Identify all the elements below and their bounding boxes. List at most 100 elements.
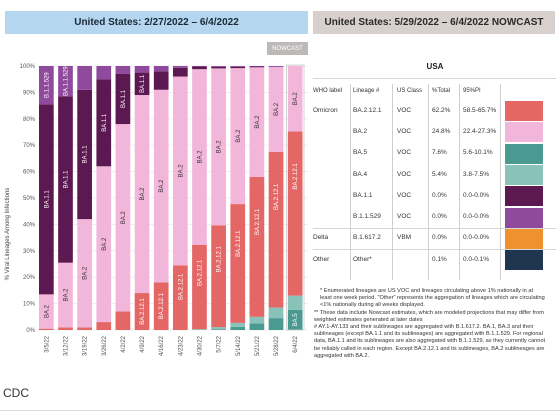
bar-segment <box>230 66 246 69</box>
col-head-class: US Class <box>397 88 423 94</box>
bar-segment <box>211 329 226 330</box>
lineage-color-swatch <box>505 228 543 249</box>
y-tick-label: 10% <box>23 302 36 308</box>
table-divider <box>313 78 556 79</box>
bar-label: BA.2 <box>102 237 108 251</box>
bar-segment <box>211 68 226 226</box>
lineage-cell: BA.2 <box>353 127 368 135</box>
bar-segment <box>230 326 246 330</box>
lineage-color-swatch <box>505 143 543 164</box>
col-head-pct: %Total <box>432 88 451 94</box>
bar-segment <box>287 131 303 296</box>
bar-label: BA.2 <box>217 140 223 154</box>
bar-segment <box>58 262 73 328</box>
lineage-color-swatch <box>505 101 543 121</box>
column-divider <box>428 84 429 280</box>
bar-label: BA.1.1 <box>140 74 146 93</box>
bar-segment <box>134 95 150 294</box>
us-class-cell: VOC <box>397 213 412 221</box>
footnotes: * Enumerated lineages are US VOC and lin… <box>314 288 546 360</box>
bar-label: BA.2.12.1 <box>274 183 280 210</box>
bar-label: BA.1.1 <box>44 190 50 209</box>
x-tick-label: 4/2/22 <box>121 335 127 352</box>
bar-segment <box>134 72 150 96</box>
footnote-1: * Enumerated lineages are US VOC and lin… <box>320 288 545 309</box>
bar-label: BA.2.12.1 <box>293 163 299 190</box>
y-axis-label: % Viral Lineages Among Infections <box>5 188 11 281</box>
pi-cell: 5.6-10.1% <box>463 149 493 157</box>
bar-segment <box>39 104 54 295</box>
y-tick-label: 70% <box>23 143 36 149</box>
bar-label: BA.1.1 <box>83 145 89 164</box>
lineage-color-swatch <box>505 186 543 207</box>
who-label-cell: Omicron <box>313 106 338 114</box>
who-label-cell: Other <box>313 255 330 263</box>
bar-segment <box>153 89 169 283</box>
bar-segment <box>134 293 150 330</box>
bar-segment <box>58 66 73 97</box>
bar-label: BA.2 <box>83 266 89 280</box>
us-class-cell: VOC <box>397 191 412 199</box>
bar-label: BA.1.1 <box>63 170 69 189</box>
y-tick-label: 40% <box>23 222 36 228</box>
bar-segment <box>77 327 92 330</box>
bar-segment <box>211 66 226 67</box>
bar-label: BA.2 <box>159 179 165 193</box>
bar-segment <box>211 327 226 330</box>
bar-segment <box>96 166 112 323</box>
bar-segment <box>172 76 188 266</box>
bar-segment <box>192 244 207 330</box>
col-head-who: WHO label <box>313 88 343 94</box>
bar-segment <box>249 66 265 67</box>
bar-label: BA.2 <box>197 150 203 164</box>
bar-label: BA.2 <box>274 102 280 116</box>
us-class-cell: VOC <box>397 106 412 114</box>
bar-label: B.1.1.529 <box>44 72 50 98</box>
bar-label: BA.2.12.1 <box>178 273 184 300</box>
pct-total-cell: 0.0% <box>432 191 447 199</box>
x-tick-label: 3/12/22 <box>63 335 69 356</box>
pct-total-cell: 0.0% <box>432 234 447 242</box>
pct-total-cell: 0.0% <box>432 213 447 221</box>
bar-segment <box>172 67 188 77</box>
bar-label: BA.2.12.1 <box>159 292 165 319</box>
bar-segment <box>115 73 131 125</box>
column-divider <box>459 84 460 280</box>
bar-segment <box>77 66 92 90</box>
bar-segment <box>115 124 131 312</box>
bar-label: BA.5 <box>293 313 299 327</box>
us-class-cell: VOC <box>397 149 412 157</box>
lineage-color-swatch <box>505 207 543 228</box>
bar-segment <box>96 322 112 330</box>
bar-segment <box>230 204 246 323</box>
bar-segment <box>249 176 265 317</box>
bottom-rule <box>0 410 560 411</box>
bar-label: BA.1.1.529 <box>63 66 69 96</box>
lineage-color-swatch <box>505 250 543 271</box>
lineage-cell: B.1.617.2 <box>353 234 381 242</box>
bar-label: BA.2 <box>121 211 127 225</box>
pi-cell: 58.5-65.7% <box>463 106 497 114</box>
x-tick-label: 4/16/22 <box>159 335 165 356</box>
column-divider <box>392 84 393 280</box>
source-label: CDC <box>3 386 29 400</box>
pi-cell: 0.0-0.1% <box>463 255 490 263</box>
y-tick-label: 0% <box>26 328 35 334</box>
pct-total-cell: 0.1% <box>432 255 447 263</box>
bar-segment <box>39 294 54 329</box>
x-tick-label: 5/14/22 <box>236 335 242 356</box>
stacked-bar-chart: BA.1.1 B.1.1.529 BA.2 BA.1.1 BA.1.1.529 BA.2 B… <box>5 64 308 356</box>
lineage-cell: BA.1.1 <box>353 191 373 199</box>
us-class-cell: VBM <box>397 234 412 242</box>
bar-segment <box>115 311 131 330</box>
y-tick-label: 50% <box>23 196 36 202</box>
y-tick-label: 20% <box>23 275 36 281</box>
bar-label: BA.2 <box>140 187 146 201</box>
y-tick-label: 100% <box>20 64 36 70</box>
x-tick-label: 5/21/22 <box>255 335 261 356</box>
bar-segment <box>230 66 246 67</box>
bar-label: BA.2 <box>63 288 69 302</box>
y-tick-label: 90% <box>23 90 36 96</box>
bar-segment <box>211 66 226 69</box>
bar-label: BA.1.1 <box>102 113 108 132</box>
